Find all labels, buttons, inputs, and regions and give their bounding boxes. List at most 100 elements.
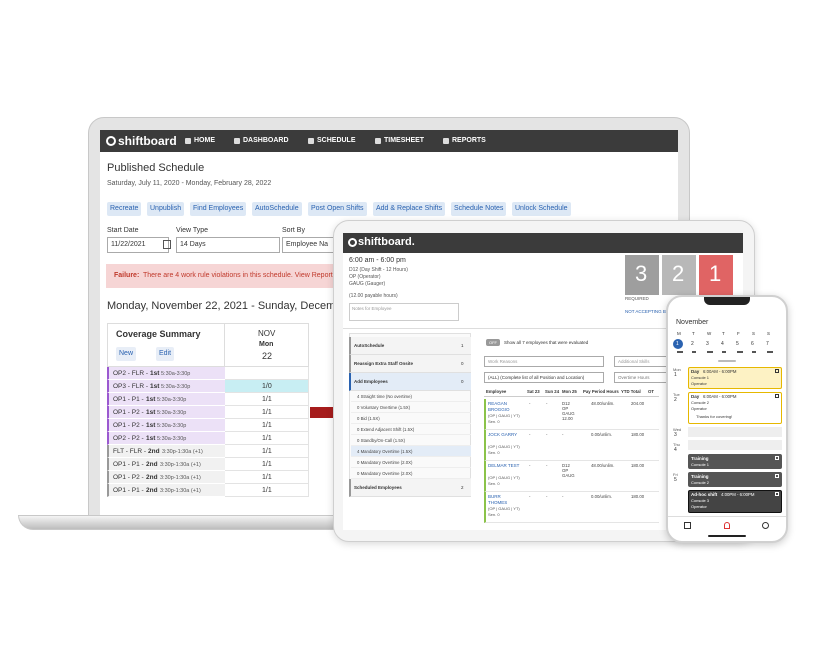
coverage-value: 1/1	[262, 474, 272, 481]
menu-item[interactable]	[349, 337, 471, 355]
employee-cell: -	[529, 432, 531, 437]
day-number: 22	[262, 351, 273, 361]
position: OP3 - FLR -	[113, 383, 149, 390]
event[interactable]	[688, 454, 782, 469]
employee-name: DELMAR TEST	[488, 463, 520, 468]
employee-name: REAGAN BROGGIO	[488, 401, 510, 412]
table-header: YTD Total	[621, 389, 641, 394]
shift-time: 5:30a-3:30p	[157, 422, 187, 429]
menu-item[interactable]	[349, 373, 471, 391]
employee-seniority: Sen. 0	[488, 450, 500, 455]
position: OP1 - P2 -	[113, 409, 144, 416]
shift: 1st	[150, 370, 160, 377]
coverage-value: 1/1	[262, 396, 272, 403]
employee-seniority: Sen. 0	[488, 512, 500, 517]
date-dot	[707, 351, 713, 353]
action-button[interactable]: Add & Replace Shifts	[373, 202, 446, 216]
field-input[interactable]: 14 Days	[176, 237, 280, 253]
employee-cell: -	[546, 432, 548, 437]
row	[107, 380, 225, 393]
day-number: 3	[674, 432, 677, 438]
coverage-value: 1/1	[262, 409, 272, 416]
submenu-item[interactable]	[351, 424, 471, 435]
employee-cell: D12 OP GAUG 12.00	[562, 401, 575, 421]
event-note: Thanks for covering!	[696, 414, 733, 419]
row-cell	[225, 484, 309, 497]
row-cell	[225, 458, 309, 471]
nav-item[interactable]: TIMESHEET	[384, 137, 425, 144]
menu-item[interactable]	[349, 479, 471, 497]
menu-count: 0	[461, 379, 464, 384]
position: OP1 - P1 -	[113, 487, 144, 494]
nav-item[interactable]: DASHBOARD	[243, 137, 289, 144]
menu-count: 1	[461, 343, 464, 348]
date: 4	[721, 341, 724, 347]
tablet-screen: shiftboard. 6:00 am - 6:00 pm (12.00 pay…	[343, 233, 743, 530]
action-button[interactable]: Recreate	[107, 202, 142, 216]
event-icon	[775, 474, 779, 478]
row	[107, 484, 225, 497]
event[interactable]	[688, 490, 782, 513]
work-reasons[interactable]: Work Reasons	[484, 356, 604, 367]
nav-item[interactable]: HOME	[194, 137, 215, 144]
submenu-item[interactable]	[351, 413, 471, 424]
edit-button[interactable]: Edit	[156, 347, 175, 361]
position-select[interactable]: (ALL) (Complete list of all Position and…	[484, 372, 604, 383]
settings-icon[interactable]	[762, 522, 769, 529]
employee-cell: -	[529, 494, 531, 499]
submenu-item[interactable]	[351, 402, 471, 413]
toggle[interactable]	[486, 339, 500, 346]
employee-cell: 48.00/unlim.	[591, 463, 615, 468]
weekday: M	[677, 331, 681, 336]
event[interactable]	[688, 367, 782, 389]
submenu-item[interactable]	[351, 446, 471, 457]
submenu-item[interactable]	[351, 435, 471, 446]
field-input[interactable]: 11/22/2021	[107, 237, 169, 253]
employee-cell: D12 OP GAUG	[562, 463, 575, 478]
menu-count: 0	[461, 361, 464, 366]
header-rule	[484, 396, 659, 397]
shift-detail: D12 (Day Shift - 12 Hours)	[349, 267, 408, 273]
logo-icon	[106, 136, 116, 146]
weekday: S	[752, 331, 756, 336]
page-title: Published Schedule	[107, 162, 205, 174]
row	[107, 419, 225, 432]
shift: 1st	[146, 409, 156, 416]
day-column	[225, 323, 309, 367]
new-button[interactable]: New	[116, 347, 137, 361]
submenu-item[interactable]	[351, 468, 471, 479]
date: 6	[751, 341, 754, 347]
action-button[interactable]: Unpublish	[147, 202, 185, 216]
action-button[interactable]: Post Open Shifts	[308, 202, 367, 216]
event[interactable]	[688, 472, 782, 487]
event[interactable]	[688, 392, 782, 424]
event-title: Ad-hoc shift	[691, 492, 718, 497]
bell-icon[interactable]	[724, 522, 730, 529]
shift-time: 6:00 am - 6:00 pm	[349, 257, 406, 264]
weekday: T	[692, 331, 695, 336]
action-button[interactable]: Schedule Notes	[451, 202, 507, 216]
row	[107, 458, 225, 471]
action-button[interactable]: Find Employees	[190, 202, 247, 216]
skills-text: Additional Skills	[618, 359, 650, 364]
calendar-icon[interactable]	[684, 522, 691, 529]
alert-label: Failure:	[114, 272, 140, 279]
action-button[interactable]: Unlock Schedule	[512, 202, 571, 216]
day-name: Thu	[673, 442, 680, 447]
action-button[interactable]: AutoSchedule	[252, 202, 302, 216]
submenu-item[interactable]	[351, 391, 471, 402]
employee-tags: (OP | GAUG | YT)	[488, 475, 520, 480]
menu-item[interactable]	[349, 355, 471, 373]
nav-item[interactable]: SCHEDULE	[317, 137, 356, 144]
nav-item[interactable]: REPORTS	[452, 137, 486, 144]
submenu-item[interactable]	[351, 457, 471, 468]
date-dot	[752, 351, 756, 353]
row-cell	[225, 471, 309, 484]
shift: 2nd	[146, 487, 158, 494]
button-label: Unpublish	[150, 205, 182, 212]
counter: 1	[699, 255, 733, 295]
event-time: 6:00AM - 6:00PM	[703, 394, 737, 399]
employee-cell: -	[529, 401, 531, 406]
shift: 2nd	[146, 474, 158, 481]
